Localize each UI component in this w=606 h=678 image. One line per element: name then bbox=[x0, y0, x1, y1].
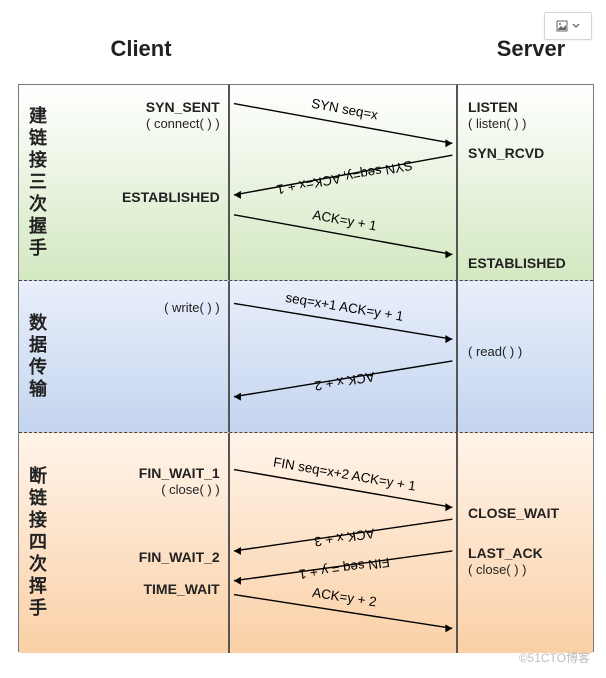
client-state: SYN_SENT( connect( ) ) bbox=[146, 99, 220, 131]
client-column: SYN_SENT( connect( ) ) ESTABLISHED bbox=[55, 85, 228, 280]
svg-text:SYN seq=x: SYN seq=x bbox=[310, 96, 379, 123]
watermark: ©51CTO博客 bbox=[519, 649, 590, 666]
client-state: FIN_WAIT_2 bbox=[139, 549, 220, 565]
diagram-root: Client Server 建链接三次握手SYN_SENT( connect( … bbox=[0, 0, 606, 678]
client-column: ( write( ) ) bbox=[55, 281, 228, 432]
message-lane: FIN seq=x+2 ACK=y + 1 ACK x + 3 FIN seq = … bbox=[228, 433, 458, 653]
client-column: FIN_WAIT_1( close( ) ) FIN_WAIT_2 TIME_WAI… bbox=[55, 433, 228, 653]
client-header: Client bbox=[54, 36, 228, 62]
phase-label: 建链接三次握手 bbox=[19, 85, 55, 280]
phase-label: 数据传输 bbox=[19, 281, 55, 432]
svg-text:ACK=y + 1: ACK=y + 1 bbox=[311, 207, 377, 233]
client-state: TIME_WAIT bbox=[143, 581, 219, 597]
svg-text:SYN seq=y, ACK=x + 1: SYN seq=y, ACK=x + 1 bbox=[275, 158, 413, 197]
phase-band: 建链接三次握手 SYN_SENT( connect( ) ) ESTABLISHED… bbox=[19, 85, 593, 280]
phase-band: 数据传输 ( write( ) ) seq=x+1 ACK=y + 1 ACK x +… bbox=[19, 280, 593, 432]
image-icon bbox=[556, 20, 568, 32]
svg-text:FIN seq=x+2 ACK=y + 1: FIN seq=x+2 ACK=y + 1 bbox=[272, 454, 417, 493]
phase-label: 断链接四次挥手 bbox=[19, 433, 55, 653]
client-state: FIN_WAIT_1( close( ) ) bbox=[139, 465, 220, 497]
phase-band: 断链接四次挥手 FIN_WAIT_1( close( ) ) FIN_WAIT_2 T… bbox=[19, 432, 593, 653]
client-state: ESTABLISHED bbox=[122, 189, 220, 205]
server-state: LISTEN( listen( ) ) bbox=[468, 99, 527, 131]
server-state: CLOSE_WAIT bbox=[468, 505, 559, 521]
message-lane: seq=x+1 ACK=y + 1 ACK x + 2 bbox=[228, 281, 458, 432]
diagram-body: 建链接三次握手 SYN_SENT( connect( ) ) ESTABLISHED… bbox=[18, 84, 594, 652]
svg-text:ACK x + 2: ACK x + 2 bbox=[313, 369, 375, 394]
arrow-layer: FIN seq=x+2 ACK=y + 1 ACK x + 3 FIN seq = … bbox=[230, 433, 456, 653]
server-state: ( read( ) ) bbox=[468, 343, 522, 359]
server-state: LAST_ACK( close( ) ) bbox=[468, 545, 543, 577]
arrow-layer: seq=x+1 ACK=y + 1 ACK x + 2 bbox=[230, 281, 456, 432]
column-headers: Client Server bbox=[0, 36, 606, 62]
svg-text:seq=x+1 ACK=y + 1: seq=x+1 ACK=y + 1 bbox=[284, 290, 404, 324]
svg-text:FIN seq = y + 1: FIN seq = y + 1 bbox=[298, 555, 391, 582]
server-state: SYN_RCVD bbox=[468, 145, 544, 161]
message-lane: SYN seq=x SYN seq=y, ACK=x + 1 ACK=y + 1 bbox=[228, 85, 458, 280]
server-header: Server bbox=[456, 36, 606, 62]
client-state: ( write( ) ) bbox=[164, 299, 220, 315]
server-column: CLOSE_WAIT LAST_ACK( close( ) ) bbox=[458, 433, 593, 653]
server-state: ESTABLISHED bbox=[468, 255, 566, 271]
server-column: LISTEN( listen( ) ) SYN_RCVD ESTABLISHED bbox=[458, 85, 593, 280]
svg-text:ACK x + 3: ACK x + 3 bbox=[313, 526, 375, 550]
server-column: ( read( ) ) bbox=[458, 281, 593, 432]
arrow-layer: SYN seq=x SYN seq=y, ACK=x + 1 ACK=y + 1 bbox=[230, 85, 456, 280]
chevron-down-icon bbox=[572, 22, 580, 30]
svg-text:ACK=y + 2: ACK=y + 2 bbox=[311, 585, 377, 610]
